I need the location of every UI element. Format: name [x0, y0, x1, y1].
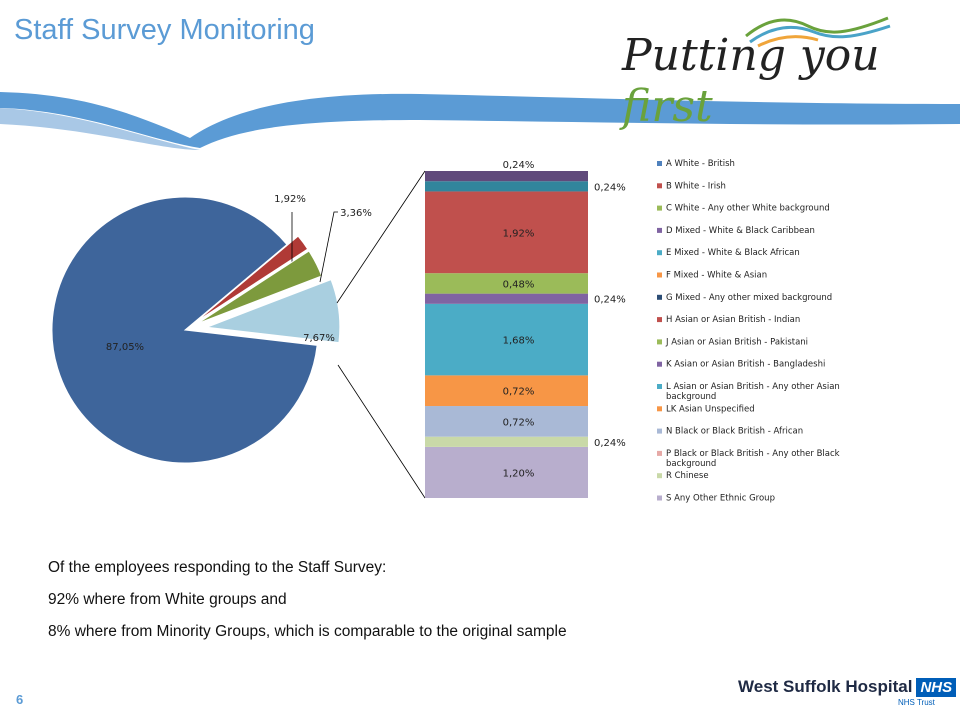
legend-swatch [657, 317, 662, 323]
bar-segment-label: 0,24% [594, 438, 626, 449]
bar-segment-label: 1,92% [503, 228, 535, 239]
legend-swatch [657, 294, 662, 300]
legend-item-label: P Black or Black British - Any other Bla… [666, 449, 840, 469]
chart-legend: A White - British B White - Irish C White … [657, 159, 840, 504]
legend-swatch [657, 272, 662, 278]
legend-swatch [657, 227, 662, 233]
legend-swatch [657, 361, 662, 367]
page-number: 6 [16, 692, 24, 707]
legend-item-label: A White - British [666, 159, 735, 169]
legend-item-label: G Mixed - Any other mixed background [666, 293, 832, 303]
legend-item-label: J Asian or Asian British - Pakistani [665, 337, 808, 347]
bar-segment-label: 0,24% [503, 160, 535, 171]
legend-item-label: F Mixed - White & Asian [666, 271, 767, 281]
pie-slice-label: 3,36% [340, 208, 372, 219]
footer-logo: West Suffolk Hospital NHS [738, 677, 957, 697]
org-name: West Suffolk Hospital [738, 677, 913, 696]
legend-item-label: LK Asian Unspecified [666, 404, 755, 414]
header-wave [0, 92, 960, 150]
bar-segment-label: 0,24% [594, 295, 626, 306]
legend-swatch [657, 473, 662, 479]
summary-text: Of the employees responding to the Staff… [48, 552, 567, 648]
pie-slice-label: 7,67% [303, 333, 335, 344]
logo-swoosh-icon [745, 16, 891, 48]
legend-swatch [657, 250, 662, 256]
bar-segment-label: 0,72% [503, 387, 535, 398]
bar-segment-label: 0,24% [594, 182, 626, 193]
connector-line [336, 170, 426, 304]
page-title: Staff Survey Monitoring [14, 14, 315, 46]
bar-segment-label: 0,72% [503, 417, 535, 428]
legend-swatch [657, 339, 662, 345]
legend-item-label: D Mixed - White & Black Caribbean [666, 226, 815, 236]
bar-segment [425, 273, 588, 294]
pie-slice [195, 235, 309, 323]
bar-segment-label: 1,68% [503, 336, 535, 347]
bar-segment [425, 191, 588, 274]
pie-slice [197, 250, 323, 325]
trust-label: NHS Trust [898, 698, 935, 707]
pie-slice [51, 196, 318, 464]
legend-item-label: H Asian or Asian British - Indian [666, 315, 800, 325]
legend-item-label: R Chinese [666, 471, 709, 481]
pie-slice-label: 1,92% [274, 194, 306, 205]
connector-line [337, 364, 426, 499]
bar-segment [425, 406, 588, 437]
pie-slice-label: 87,05% [106, 342, 144, 353]
legend-item-label: B White - Irish [666, 181, 726, 191]
legend-swatch [657, 428, 662, 434]
legend-item-label: E Mixed - White & Black African [666, 248, 800, 258]
legend-item-label: L Asian or Asian British - Any other Asi… [666, 382, 840, 402]
summary-line-2: 92% where from White groups and [48, 591, 287, 608]
legend-swatch [657, 205, 662, 211]
legend-swatch [657, 183, 662, 189]
summary-line-1: Of the employees responding to the Staff… [48, 559, 387, 576]
legend-item-label: K Asian or Asian British - Bangladeshi [666, 360, 825, 370]
bar-segment-label: 1,20% [503, 468, 535, 479]
legend-swatch [657, 384, 662, 389]
bar-segment-label: 0,48% [503, 279, 535, 290]
legend-item-label: N Black or Black British - African [666, 427, 803, 437]
legend-item-label: S Any Other Ethnic Group [666, 494, 775, 504]
summary-line-3: 8% where from Minority Groups, which is … [48, 623, 567, 640]
bar-segment [425, 181, 588, 192]
pie-chart: 87,05% 1,92% 3,36% 7,67% [51, 194, 372, 464]
nhs-badge: NHS [916, 677, 957, 697]
legend-swatch [657, 450, 662, 456]
pie-slice [206, 278, 341, 344]
bar-segment [425, 436, 588, 447]
logo-tagline: Putting you first [622, 30, 880, 132]
bar-segment [425, 171, 588, 182]
bar-segment [425, 293, 588, 304]
bar-segment [425, 375, 588, 407]
pie-leader-line [319, 211, 338, 283]
bar-segment [425, 303, 588, 376]
legend-swatch [657, 161, 662, 166]
bar-segment [425, 446, 588, 498]
legend-swatch [657, 495, 662, 501]
legend-swatch [657, 406, 662, 412]
ethnicity-chart: 87,05% 1,92% 3,36% 7,67% 1,20% 0,24% 0,72% 0,7… [51, 159, 840, 504]
stacked-bar-chart: 1,20% 0,24% 0,72% 0,72% 1,68% 0,24% 0,48% 1,92%… [336, 160, 626, 499]
legend-item-label: C White - Any other White background [666, 204, 830, 214]
